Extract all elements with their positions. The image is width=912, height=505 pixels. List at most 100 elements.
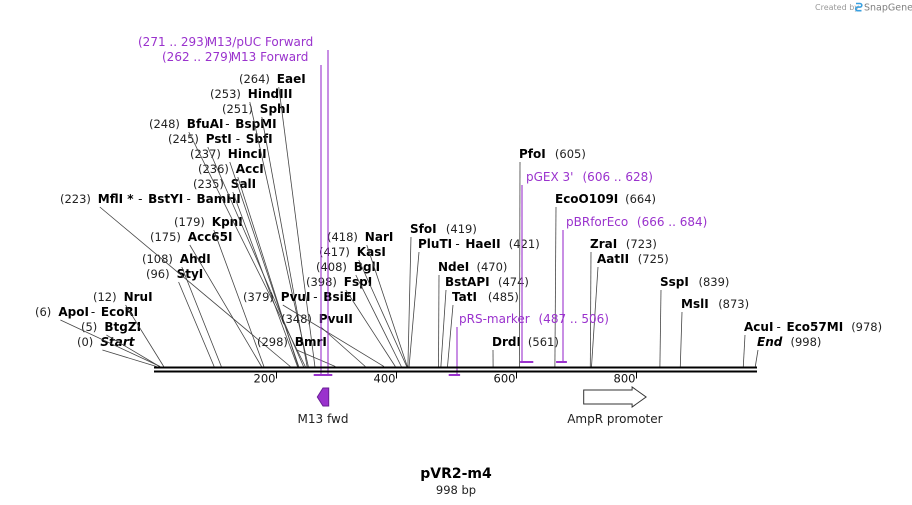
feature-label: M13 fwd — [298, 412, 349, 426]
site-zrai[interactable]: ZraI (723) — [589, 237, 657, 367]
site-cut-line — [589, 251, 592, 367]
site-enzyme-name: DrdI — [492, 335, 521, 349]
site-position-label: (998) — [791, 335, 822, 349]
site-enzyme-name: HaeII — [465, 237, 500, 251]
site-apoi[interactable]: ApoI - EcoRI (6) — [35, 305, 161, 367]
site-cut-line — [742, 334, 746, 367]
primer-pbrforeco[interactable]: pBRforEco (666 .. 684) — [556, 215, 707, 363]
site-enzyme-name: BspMI — [235, 117, 276, 131]
site-position-label: (264) — [239, 72, 270, 86]
primer-name: pRS-marker — [459, 312, 530, 326]
site-tati[interactable]: TatI (485) — [447, 290, 519, 367]
site-nrui[interactable]: NruI (12) — [93, 290, 165, 367]
site-enzyme-name: EaeI — [277, 72, 306, 86]
plasmid-name: pVR2-m4 — [420, 466, 492, 482]
site-enzyme-name: KasI — [357, 245, 386, 259]
site-cut-line — [99, 206, 291, 367]
site-cut-line — [447, 304, 454, 367]
site-sspi[interactable]: SspI (839) — [659, 275, 730, 367]
site-cut-line — [407, 236, 412, 367]
site-position-label: (108) — [142, 252, 173, 266]
site-bstapi[interactable]: BstAPI (474) — [440, 275, 529, 367]
site-enzyme-name: MslI — [681, 297, 709, 311]
site-psti[interactable]: PstI - SbfI(245) — [168, 132, 304, 367]
site-ecoo109i[interactable]: EcoO109I (664) — [554, 192, 656, 367]
primer-prs-marker[interactable]: pRS-marker (487 .. 506) — [448, 312, 609, 376]
site-hindiii[interactable]: HindIII (253) — [210, 87, 309, 367]
site-styi[interactable]: StyI (96) — [146, 267, 215, 367]
site-acc65i[interactable]: Acc65I (175) — [150, 230, 262, 367]
site-drdi[interactable]: DrdI (561) — [492, 335, 559, 367]
axis-tick-200: 200 — [254, 372, 277, 386]
site-enzyme-name: BstYI — [148, 192, 183, 206]
feature-label: AmpR promoter — [567, 412, 662, 426]
site-btgzi[interactable]: BtgZI (5) — [81, 320, 160, 367]
site-position-label: (605) — [555, 147, 586, 161]
site-enzyme-name: NarI — [365, 230, 394, 244]
site-pluti[interactable]: PluTI - HaeII (421) — [408, 237, 540, 367]
site-bfuai[interactable]: BfuAI - BspMI(248) — [149, 117, 306, 367]
primer-name: M13 Forward — [231, 50, 309, 64]
site-eaei[interactable]: EaeI (264) — [239, 72, 316, 367]
site-enzyme-name: PvuI — [281, 290, 311, 304]
site-enzyme-name: AcuI — [744, 320, 773, 334]
site-enzyme-name: NruI — [124, 290, 153, 304]
site-cut-line — [181, 266, 222, 367]
site-position-label: (236) — [198, 162, 229, 176]
site-aatii[interactable]: AatII (725) — [591, 252, 669, 367]
primer-range: (487 .. 506) — [539, 312, 609, 326]
site-pfoi[interactable]: PfoI (605) — [519, 147, 586, 367]
site-position-label: (12) — [93, 290, 117, 304]
site-end[interactable]: End (998) — [754, 335, 822, 367]
site-position-label: (6) — [35, 305, 51, 319]
site-cut-line — [754, 349, 759, 367]
feature-layer: M13 fwd AmpR promoter — [298, 386, 663, 426]
site-acui[interactable]: AcuI - Eco57MI (978) — [742, 320, 882, 367]
site-enzyme-name: BmrI — [295, 335, 327, 349]
site-pvuii[interactable]: PvuII (348) — [281, 312, 366, 367]
site-enzyme-name: FspI — [344, 275, 372, 289]
site-start[interactable]: Start(0) — [77, 335, 157, 367]
site-enzyme-name: BamHI — [197, 192, 241, 206]
site-enzyme-name: HindIII — [248, 87, 293, 101]
site-ahdi[interactable]: AhdI (108) — [142, 252, 222, 367]
feature-m13-fwd[interactable]: M13 fwd — [298, 387, 349, 426]
primer-range: (666 .. 684) — [637, 215, 707, 229]
feature-ampr-promoter[interactable]: AmpR promoter — [567, 386, 663, 426]
sequence-backbone — [154, 366, 757, 373]
axis-ticks: 200 400 600 800 — [254, 372, 637, 386]
site-position-label: (223) — [60, 192, 91, 206]
site-kasi[interactable]: KasI (417) — [319, 245, 408, 367]
site-cut-line — [178, 281, 215, 367]
site-nari[interactable]: NarI (418) — [327, 230, 408, 367]
site-position-label: (248) — [149, 117, 180, 131]
site-bmri[interactable]: BmrI (298) — [257, 335, 336, 367]
site-position-label: (348) — [281, 312, 312, 326]
site-separator: - — [225, 117, 229, 131]
site-enzyme-name: PfoI — [519, 147, 546, 161]
site-enzyme-name: NdeI — [438, 260, 469, 274]
primer-m13-puc-forward[interactable]: (271 .. 293)M13/pUC Forward — [138, 35, 333, 376]
site-cut-line — [282, 304, 385, 367]
site-position-label: (253) — [210, 87, 241, 101]
site-cut-line — [438, 274, 440, 367]
site-enzyme-name: EcoRI — [101, 305, 138, 319]
site-msli[interactable]: MslI (873) — [679, 297, 749, 367]
site-position-label: (5) — [81, 320, 97, 334]
primer-m13-forward[interactable]: (262 .. 279)M13 Forward — [162, 50, 324, 376]
site-position-label: (839) — [699, 275, 730, 289]
site-sfoi[interactable]: SfoI (419) — [407, 222, 477, 367]
site-ndei[interactable]: NdeI (470) — [438, 260, 507, 367]
site-cut-line — [440, 289, 447, 367]
site-cut-line — [408, 251, 420, 367]
site-cut-line — [249, 101, 309, 367]
site-enzyme-name: End — [757, 335, 783, 349]
site-position-label: (379) — [243, 290, 274, 304]
site-mlfi[interactable]: MflI * - BstYI - BamHI(223) — [60, 192, 291, 367]
site-enzyme-name: ZraI — [590, 237, 617, 251]
snapgene-logo-icon — [854, 2, 863, 12]
primer-pgex-3[interactable]: pGEX 3' (606 .. 628) — [520, 170, 653, 363]
site-cut-line — [296, 349, 336, 367]
site-position-label: (470) — [477, 260, 508, 274]
